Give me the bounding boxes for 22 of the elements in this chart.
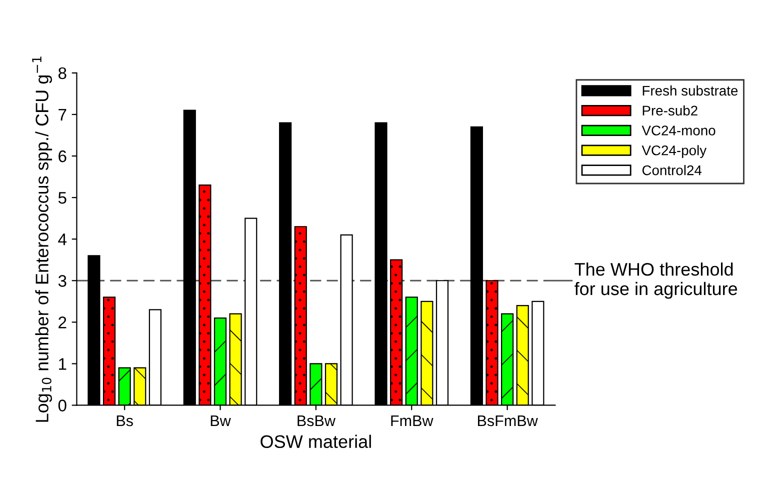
legend-label: VC24-poly: [642, 145, 707, 158]
legend-label: Fresh substrate: [642, 85, 738, 96]
y-tick-label: 7: [58, 109, 66, 121]
x-tick-label: BsBw: [298, 416, 336, 426]
x-tick-label: BsFmBw: [478, 416, 538, 426]
y-tick-label: 3: [58, 275, 66, 287]
legend-label: Control24: [642, 165, 702, 176]
y-tick-label: 2: [58, 316, 66, 328]
legend-label: VC24-mono: [642, 126, 716, 136]
y-tick-label: 6: [58, 150, 66, 162]
x-tick-label: FmBw: [391, 416, 434, 426]
y-tick-label: 0: [58, 400, 66, 412]
legend-label: Pre-sub2: [642, 105, 698, 116]
x-tick-label: Bw: [210, 416, 231, 426]
ref-line-label: The WHO threshold for use in agriculture: [574, 262, 738, 299]
y-axis-title: Log$_{10}$ number of Enterococcus spp./ CFU g$^{−1}$: [32, 56, 52, 422]
y-tick-label: 8: [58, 67, 66, 80]
x-axis-title: OSW material: [260, 434, 371, 448]
y-tick-label: 4: [58, 234, 67, 246]
y-tick-label: 5: [58, 192, 66, 204]
y-tick-label: 1: [59, 358, 66, 370]
x-tick-label: Bs: [116, 416, 133, 426]
